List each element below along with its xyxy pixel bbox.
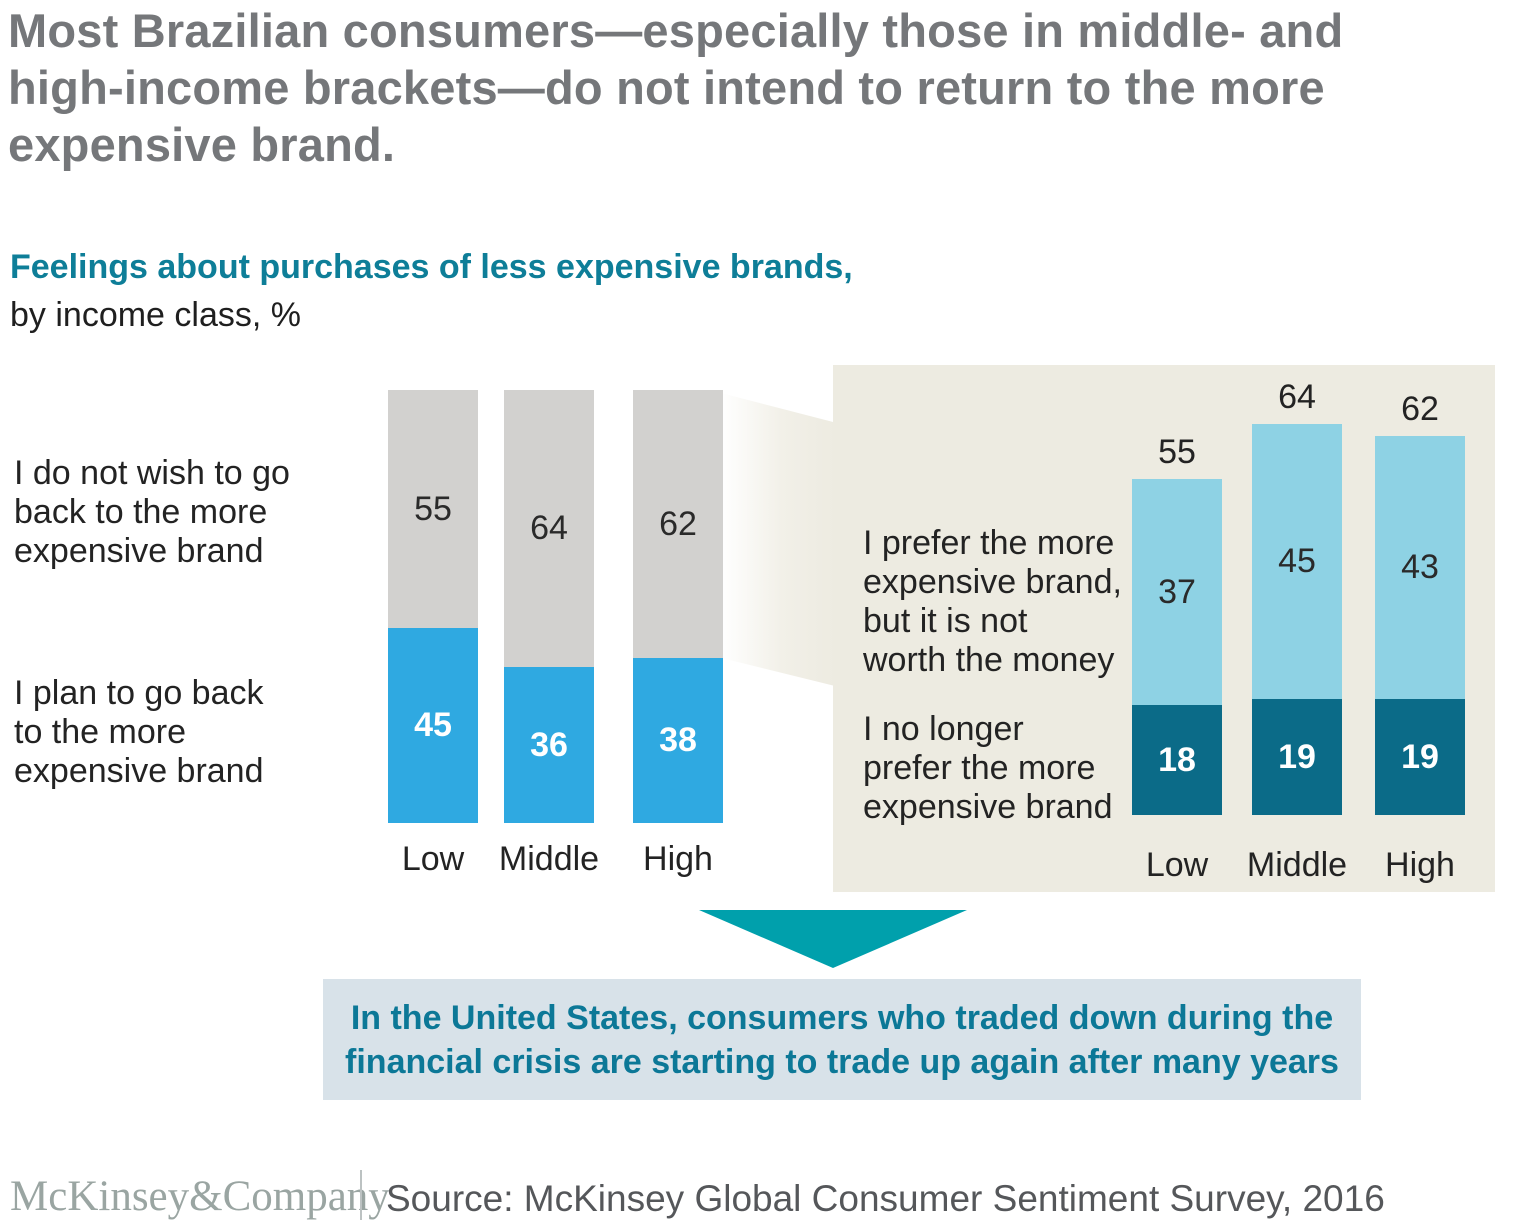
bar-value-label: 62 bbox=[659, 504, 697, 543]
bar-value-label: 55 bbox=[414, 489, 452, 528]
right-chart-row-label-prefer: I prefer the more expensive brand, but i… bbox=[863, 524, 1122, 679]
footer-divider bbox=[360, 1170, 362, 1220]
bar-value-label: 64 bbox=[530, 509, 568, 547]
stacked-bar-low: 55 45 bbox=[388, 390, 478, 823]
bar-segment: 64 bbox=[504, 390, 594, 667]
down-arrow-icon bbox=[699, 910, 967, 968]
right-chart-row-label-no-longer: I no longer prefer the more expensive br… bbox=[863, 710, 1113, 826]
page-title: Most Brazilian consumers—especially thos… bbox=[8, 4, 1344, 171]
category-label-high: High bbox=[643, 840, 713, 878]
source-text: Source: McKinsey Global Consumer Sentime… bbox=[386, 1178, 1385, 1219]
bar-value-label: 38 bbox=[659, 721, 697, 759]
chart-subheading: by income class, % bbox=[10, 296, 301, 334]
stacked-bar-middle: 64 36 bbox=[504, 390, 594, 823]
funnel-connector bbox=[721, 392, 835, 686]
us-callout-box: In the United States, consumers who trad… bbox=[323, 979, 1361, 1100]
mckinsey-logo: McKinsey&Company bbox=[10, 1173, 390, 1220]
left-chart-row-label-plan-return: I plan to go back to the more expensive … bbox=[14, 674, 264, 790]
chart-heading: Feelings about purchases of less expensi… bbox=[10, 248, 853, 286]
bar-segment: 62 bbox=[633, 390, 723, 658]
bar-segment: 55 bbox=[388, 390, 478, 628]
left-chart-row-label-no-return: I do not wish to go back to the more exp… bbox=[14, 454, 290, 570]
category-label-middle: Middle bbox=[498, 840, 600, 878]
category-label-low: Low bbox=[401, 840, 465, 878]
stacked-bar-high: 62 38 bbox=[633, 390, 723, 823]
bar-segment: 36 bbox=[504, 667, 594, 823]
bar-segment: 38 bbox=[633, 658, 723, 823]
bar-segment: 45 bbox=[388, 628, 478, 823]
bar-value-label: 36 bbox=[530, 725, 568, 764]
us-callout-text: In the United States, consumers who trad… bbox=[345, 998, 1339, 1081]
bar-value-label: 45 bbox=[414, 706, 452, 744]
